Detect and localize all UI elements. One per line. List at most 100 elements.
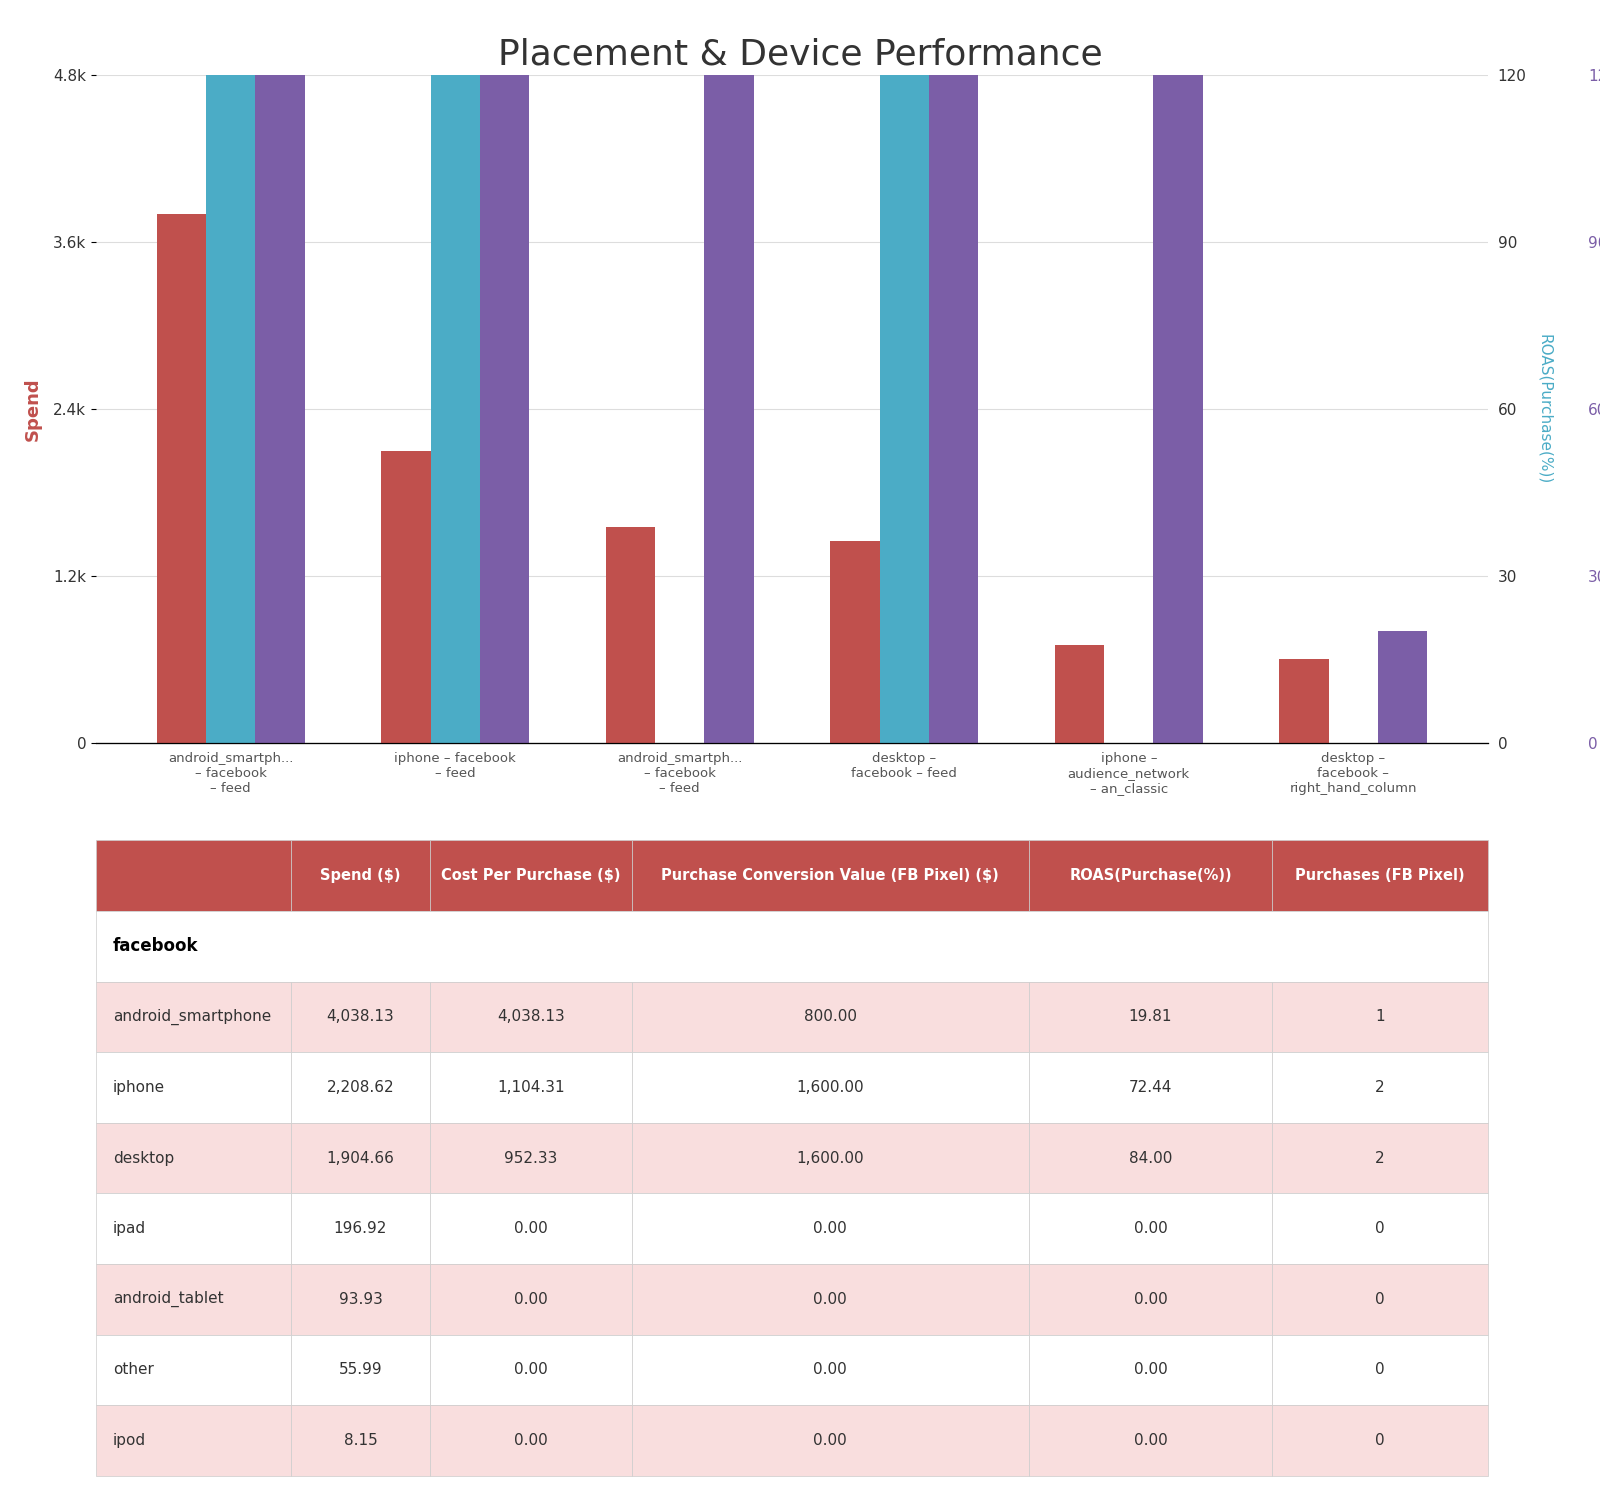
Bar (96, 982, 291, 1053)
Text: 55.99: 55.99 (339, 1363, 382, 1378)
Text: ipad: ipad (112, 1221, 146, 1236)
Text: 72.44: 72.44 (1128, 1080, 1173, 1095)
Bar (1378, 631, 1427, 742)
Bar (606, 527, 654, 742)
Text: 952.33: 952.33 (504, 1151, 558, 1166)
Bar (96, 1405, 291, 1476)
Bar (632, 840, 1029, 911)
Bar (632, 982, 1029, 1053)
Text: 0.00: 0.00 (813, 1363, 846, 1378)
Bar (632, 1405, 1029, 1476)
Bar (96, 1334, 291, 1405)
Bar (1272, 840, 1488, 911)
Bar (430, 840, 632, 911)
Bar (430, 1405, 632, 1476)
Bar (206, 0, 256, 742)
Bar (1272, 1053, 1488, 1123)
Bar (632, 1264, 1029, 1334)
Text: Purchases (FB Pixel): Purchases (FB Pixel) (1296, 867, 1466, 883)
Text: 0.00: 0.00 (813, 1221, 846, 1236)
Bar (1154, 0, 1203, 742)
Bar (96, 1053, 291, 1123)
Text: 0: 0 (1376, 1221, 1386, 1236)
Bar (381, 450, 430, 742)
Text: 1: 1 (1376, 1009, 1386, 1024)
Text: ipod: ipod (112, 1434, 146, 1449)
Bar (1029, 840, 1272, 911)
Bar (256, 0, 306, 742)
Bar (1054, 645, 1104, 742)
Text: 0.00: 0.00 (514, 1434, 547, 1449)
Text: 0.00: 0.00 (813, 1292, 846, 1307)
Text: 4,038.13: 4,038.13 (498, 1009, 565, 1024)
Bar (430, 1123, 632, 1193)
Bar (704, 0, 754, 742)
Text: 19.81: 19.81 (1128, 1009, 1173, 1024)
Bar (1272, 1123, 1488, 1193)
Y-axis label: ROAS(Purchase(%)): ROAS(Purchase(%)) (1536, 334, 1552, 483)
Text: 0.00: 0.00 (514, 1363, 547, 1378)
Bar (1280, 660, 1328, 742)
Bar (291, 840, 430, 911)
Text: Placement & Device Performance: Placement & Device Performance (498, 38, 1102, 72)
Text: 800.00: 800.00 (803, 1009, 856, 1024)
Y-axis label: Spend: Spend (24, 376, 42, 441)
Bar (1272, 1264, 1488, 1334)
Text: other: other (112, 1363, 154, 1378)
Bar (96, 1264, 291, 1334)
Bar (1029, 1193, 1272, 1264)
Text: 0.00: 0.00 (1133, 1292, 1168, 1307)
Text: facebook: facebook (112, 937, 198, 955)
Text: 93.93: 93.93 (339, 1292, 382, 1307)
Text: 1,600.00: 1,600.00 (797, 1151, 864, 1166)
Text: 0.00: 0.00 (1133, 1363, 1168, 1378)
Bar (291, 982, 430, 1053)
Text: android_tablet: android_tablet (112, 1291, 224, 1307)
Text: 2: 2 (1376, 1080, 1386, 1095)
Bar (96, 1193, 291, 1264)
Bar (430, 0, 480, 742)
Text: 196.92: 196.92 (334, 1221, 387, 1236)
Text: 8.15: 8.15 (344, 1434, 378, 1449)
Bar (880, 0, 930, 742)
Text: 0.00: 0.00 (514, 1221, 547, 1236)
Bar (1272, 1405, 1488, 1476)
Bar (430, 1193, 632, 1264)
Bar (157, 214, 206, 742)
Text: Purchase Conversion Value (FB Pixel) ($): Purchase Conversion Value (FB Pixel) ($) (661, 867, 998, 883)
Text: 0.00: 0.00 (1133, 1434, 1168, 1449)
Bar (430, 982, 632, 1053)
Bar (830, 541, 880, 742)
Text: 1,104.31: 1,104.31 (498, 1080, 565, 1095)
Bar (96, 1123, 291, 1193)
Text: 0: 0 (1376, 1434, 1386, 1449)
Bar (632, 1053, 1029, 1123)
Bar (1272, 982, 1488, 1053)
Text: 4,038.13: 4,038.13 (326, 1009, 394, 1024)
Text: desktop: desktop (112, 1151, 174, 1166)
Bar (1029, 1334, 1272, 1405)
Bar (291, 1123, 430, 1193)
Bar (1029, 1123, 1272, 1193)
Text: Spend ($): Spend ($) (320, 867, 400, 883)
Bar (1029, 1053, 1272, 1123)
Bar (632, 1193, 1029, 1264)
Bar (430, 1053, 632, 1123)
Bar (430, 1334, 632, 1405)
Bar (1029, 1405, 1272, 1476)
Text: 2,208.62: 2,208.62 (326, 1080, 394, 1095)
Bar (291, 1334, 430, 1405)
Text: ROAS(Purchase(%)): ROAS(Purchase(%)) (1069, 867, 1232, 883)
Bar (1029, 982, 1272, 1053)
Bar (96, 911, 1488, 982)
Bar (291, 1053, 430, 1123)
Bar (291, 1193, 430, 1264)
Text: 0: 0 (1376, 1292, 1386, 1307)
Text: 2: 2 (1376, 1151, 1386, 1166)
Text: 0.00: 0.00 (514, 1292, 547, 1307)
Text: android_smartphone: android_smartphone (112, 1009, 270, 1026)
Text: 84.00: 84.00 (1128, 1151, 1173, 1166)
Bar (480, 0, 530, 742)
Bar (96, 840, 291, 911)
Bar (291, 1405, 430, 1476)
